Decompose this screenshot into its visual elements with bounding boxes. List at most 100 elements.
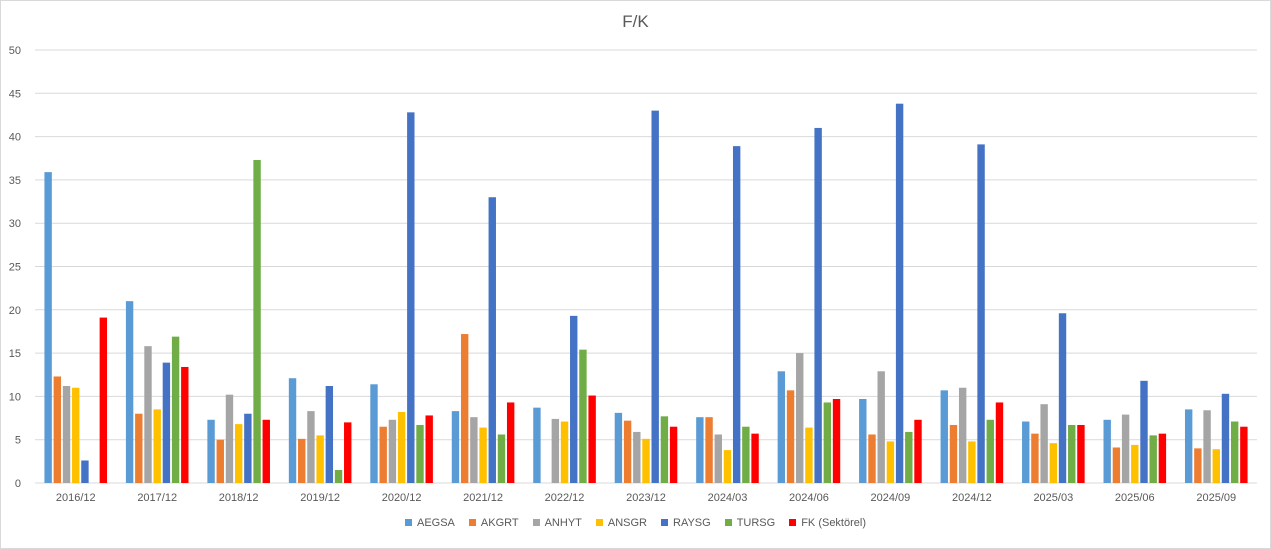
bar: [859, 399, 867, 483]
legend-swatch: [404, 518, 412, 526]
bar: [705, 417, 713, 483]
bar: [1212, 449, 1220, 483]
bar: [388, 419, 397, 483]
bar: [1184, 409, 1193, 483]
bar: [451, 411, 460, 483]
x-tick-label: 2025/06: [1115, 492, 1155, 504]
bar: [506, 402, 515, 483]
legend-label: TURSG: [736, 517, 776, 529]
bar: [1103, 419, 1111, 483]
y-tick-label: 5: [15, 435, 21, 447]
bar: [1131, 444, 1139, 483]
y-tick-label: 20: [9, 305, 21, 317]
bar: [1040, 404, 1048, 483]
bar: [62, 386, 71, 483]
y-tick-label: 10: [9, 391, 21, 403]
x-tick-label: 2018/12: [219, 492, 259, 504]
bar: [216, 439, 224, 483]
bar: [153, 409, 161, 483]
bar: [307, 411, 315, 483]
y-tick-label: 45: [9, 88, 21, 100]
y-axis-ticks: 0 5 10 15 20 25 30 35 40 45 50: [9, 45, 21, 490]
legend-entry: FK (Sektörel): [789, 517, 866, 529]
bar: [660, 416, 669, 483]
bar: [642, 438, 650, 483]
bar: [814, 127, 822, 483]
bar: [207, 419, 215, 483]
bar: [570, 315, 578, 483]
bar: [225, 394, 234, 483]
y-tick-label: 0: [15, 478, 21, 490]
legend: AEGSA AKGRT ANHYT ANSGR RAYSG TURSG FK (Sektör…: [0, 517, 1271, 529]
bar: [832, 399, 841, 483]
bar: [407, 112, 415, 483]
bar: [1149, 435, 1157, 483]
bar: [479, 427, 487, 483]
bar: [316, 435, 324, 483]
bar: [262, 419, 270, 483]
legend-label: ANSGR: [607, 517, 647, 529]
bar: [144, 346, 152, 483]
bar: [1240, 426, 1248, 483]
bar: [162, 362, 171, 483]
y-tick-label: 50: [9, 45, 21, 57]
bar: [470, 417, 478, 483]
bar: [72, 387, 80, 483]
bar: [1158, 433, 1167, 483]
bar: [968, 441, 976, 483]
legend-entry: AKGRT: [468, 517, 519, 529]
y-tick-label: 25: [9, 262, 21, 274]
bar: [1022, 421, 1030, 483]
x-tick-label: 2024/12: [952, 492, 992, 504]
bar: [623, 420, 632, 483]
bar: [1140, 380, 1148, 483]
bar: [99, 317, 108, 483]
bar: [1031, 433, 1039, 483]
bar: [1203, 410, 1211, 483]
legend-label: AEGSA: [416, 517, 455, 529]
bar: [334, 470, 343, 483]
legend-swatch: [724, 518, 732, 526]
y-tick-label: 30: [9, 218, 21, 230]
y-tick-label: 15: [9, 348, 21, 360]
bar: [823, 402, 832, 483]
bar: [81, 460, 89, 483]
x-tick-label: 2025/09: [1196, 492, 1236, 504]
x-axis-ticks: 2016/12 2017/12 2018/12 2019/12 2020/12 2021/…: [56, 492, 1236, 504]
legend-swatch: [532, 518, 540, 526]
x-tick-label: 2024/03: [708, 492, 748, 504]
bar: [53, 376, 62, 483]
y-tick-label: 35: [9, 175, 21, 187]
bar: [742, 426, 750, 483]
legend-label: ANHYT: [544, 517, 582, 529]
bar: [244, 413, 252, 483]
x-tick-label: 2021/12: [463, 492, 503, 504]
bar: [135, 413, 143, 483]
legend-entry: AEGSA: [404, 517, 455, 529]
chart-title: F/K: [622, 12, 649, 31]
bar: [751, 433, 759, 483]
bar: [877, 371, 885, 483]
legend-entry: RAYSG: [661, 517, 711, 529]
bar: [551, 418, 560, 483]
bar: [397, 411, 406, 483]
x-tick-label: 2016/12: [56, 492, 96, 504]
bar: [633, 431, 641, 483]
bar: [125, 301, 134, 483]
bar: [696, 417, 704, 483]
bar: [579, 349, 587, 483]
bar: [732, 146, 741, 483]
x-tick-label: 2020/12: [382, 492, 422, 504]
bar: [805, 427, 813, 483]
bar: [958, 387, 967, 483]
legend-label: AKGRT: [480, 517, 519, 529]
x-tick-label: 2019/12: [300, 492, 340, 504]
bar: [488, 197, 496, 483]
bar: [416, 424, 424, 483]
bar: [325, 386, 334, 483]
x-tick-label: 2024/09: [871, 492, 911, 504]
bar: [234, 424, 243, 483]
bar: [171, 336, 180, 483]
legend-swatch: [468, 518, 476, 526]
bar: [614, 412, 623, 483]
